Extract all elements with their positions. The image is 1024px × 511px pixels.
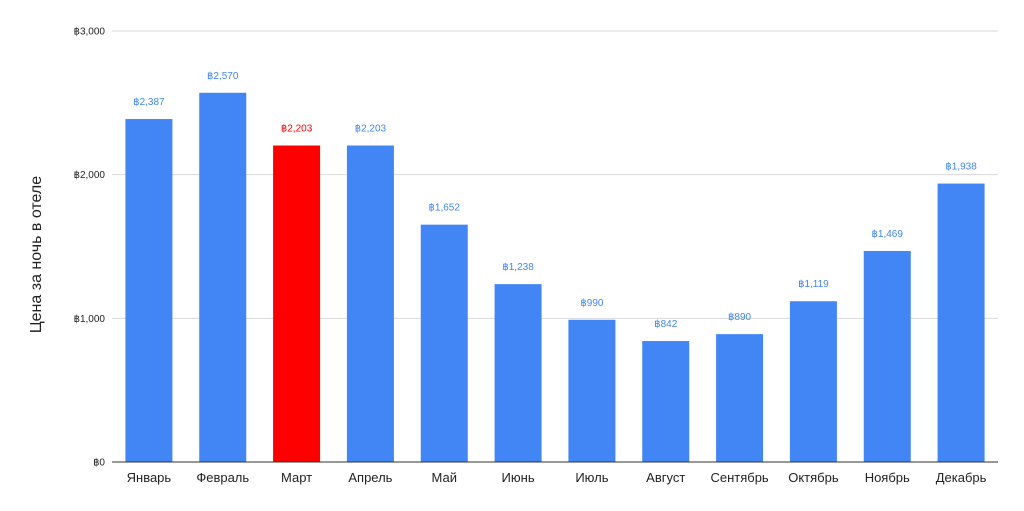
bar: [125, 119, 173, 463]
bar: [863, 250, 911, 462]
y-tick-label: ฿1,000: [74, 314, 106, 325]
x-axis-ticks: Январь Февраль Март Апрель Май Июнь Июль Август…: [127, 470, 987, 485]
bar: [494, 284, 542, 462]
x-tick-label: Ноябрь: [865, 470, 910, 485]
y-axis-title: Цена за ночь в отеле: [28, 176, 45, 333]
y-tick-label: ฿0: [93, 458, 105, 469]
y-tick-label: ฿3,000: [74, 27, 106, 38]
bar: [716, 334, 764, 462]
y-tick-label: ฿2,000: [74, 170, 106, 181]
data-label: ฿890: [728, 312, 751, 323]
x-tick-label: Январь: [127, 470, 172, 485]
x-tick-label: Май: [432, 470, 457, 485]
bar: [937, 183, 985, 462]
x-tick-label: Сентябрь: [710, 470, 768, 485]
data-label: ฿842: [654, 319, 677, 330]
bar: [568, 319, 616, 462]
x-tick-label: Июнь: [502, 470, 535, 485]
x-tick-label: Июль: [575, 470, 608, 485]
x-tick-label: Декабрь: [936, 470, 987, 485]
bar: [273, 145, 321, 463]
data-label: ฿2,203: [355, 124, 387, 135]
bar: [789, 301, 837, 462]
y-axis-ticks: ฿0 ฿1,000 ฿2,000 ฿3,000: [74, 27, 106, 469]
x-tick-label: Октябрь: [788, 470, 839, 485]
data-label: ฿1,652: [429, 203, 461, 214]
data-labels: ฿2,387 ฿2,570 ฿2,203 ฿2,203 ฿1,652 ฿1,238 ฿990…: [133, 71, 977, 330]
bar: [642, 341, 690, 462]
bar: [346, 145, 394, 463]
data-label: ฿1,938: [945, 162, 977, 173]
data-label: ฿2,387: [133, 97, 165, 108]
x-tick-label: Август: [646, 470, 685, 485]
data-label: ฿1,119: [798, 279, 829, 290]
x-tick-label: Февраль: [196, 470, 249, 485]
bars: [125, 92, 985, 463]
x-tick-label: Март: [281, 470, 312, 485]
x-tick-label: Апрель: [348, 470, 392, 485]
data-label: ฿2,570: [207, 71, 239, 82]
data-label: ฿2,203: [281, 124, 313, 135]
data-label: ฿1,238: [502, 262, 534, 273]
bar: [199, 92, 247, 462]
bar: [420, 224, 468, 462]
data-label: ฿1,469: [872, 229, 904, 240]
data-label: ฿990: [580, 298, 603, 309]
gridlines: [112, 30, 998, 319]
